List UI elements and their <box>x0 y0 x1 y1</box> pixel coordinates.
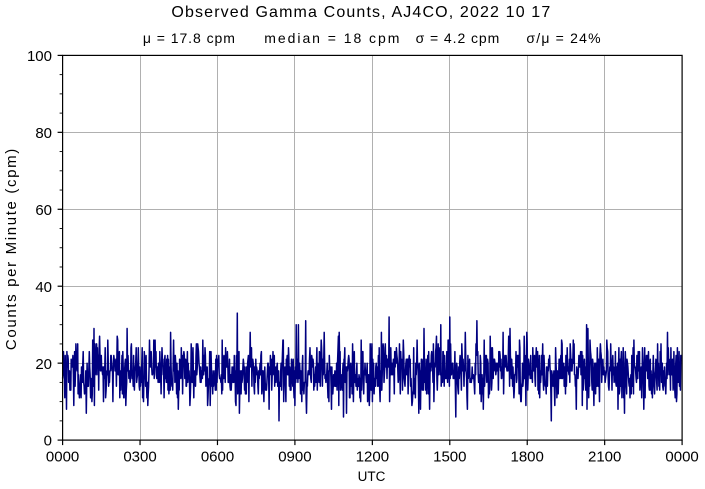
svg-text:60: 60 <box>35 202 52 219</box>
svg-text:0000: 0000 <box>46 448 79 465</box>
svg-text:0900: 0900 <box>278 448 311 465</box>
svg-text:1800: 1800 <box>511 448 544 465</box>
svg-text:100: 100 <box>27 48 52 65</box>
svg-text:80: 80 <box>35 125 52 142</box>
svg-text:Observed Gamma Counts, AJ4CO,: Observed Gamma Counts, AJ4CO, 2022 10 17 <box>171 4 551 21</box>
svg-text:σ = 4.2 cpm: σ = 4.2 cpm <box>416 30 501 46</box>
svg-text:σ/μ = 24%: σ/μ = 24% <box>526 30 601 46</box>
svg-text:0600: 0600 <box>201 448 234 465</box>
svg-text:UTC: UTC <box>358 469 386 484</box>
svg-text:median = 18 cpm: median = 18 cpm <box>264 30 401 46</box>
svg-text:μ = 17.8 cpm: μ = 17.8 cpm <box>143 30 236 46</box>
svg-text:0000: 0000 <box>665 448 698 465</box>
svg-text:Counts per Minute (cpm): Counts per Minute (cpm) <box>3 147 20 350</box>
svg-text:1500: 1500 <box>433 448 466 465</box>
svg-text:1200: 1200 <box>356 448 389 465</box>
svg-text:20: 20 <box>35 356 52 373</box>
svg-text:0300: 0300 <box>123 448 156 465</box>
svg-text:2100: 2100 <box>588 448 621 465</box>
svg-text:0: 0 <box>44 433 52 450</box>
svg-text:40: 40 <box>35 279 52 296</box>
